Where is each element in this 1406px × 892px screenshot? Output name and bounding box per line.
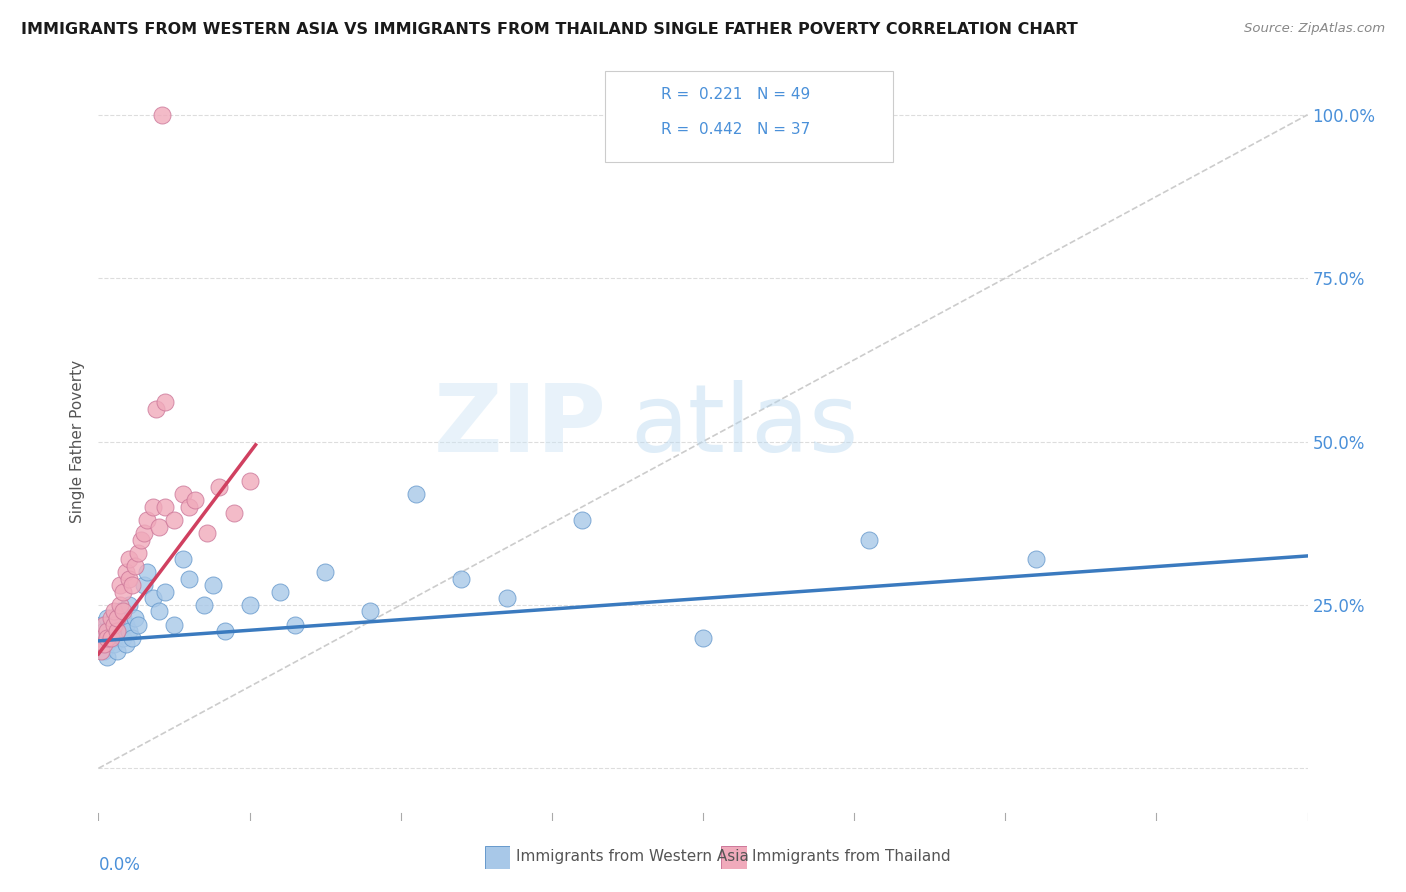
Point xyxy=(127,617,149,632)
Point xyxy=(184,493,207,508)
Point xyxy=(450,572,472,586)
Point xyxy=(239,598,262,612)
Point xyxy=(100,617,122,632)
Text: R =  0.442   N = 37: R = 0.442 N = 37 xyxy=(661,122,810,137)
Point xyxy=(314,566,336,580)
Point xyxy=(239,474,262,488)
Point xyxy=(96,624,118,639)
Point xyxy=(96,637,118,651)
Text: Immigrants from Western Asia: Immigrants from Western Asia xyxy=(516,849,749,863)
Point xyxy=(163,617,186,632)
Point xyxy=(163,513,186,527)
Point xyxy=(118,624,141,639)
Point xyxy=(93,617,115,632)
Point xyxy=(1024,552,1046,566)
Text: ZIP: ZIP xyxy=(433,380,606,473)
Point xyxy=(111,631,134,645)
Point xyxy=(108,624,131,639)
Point xyxy=(142,500,165,514)
Text: atlas: atlas xyxy=(630,380,859,473)
Point xyxy=(90,631,112,645)
Point xyxy=(105,617,128,632)
Text: Source: ZipAtlas.com: Source: ZipAtlas.com xyxy=(1244,22,1385,36)
Point xyxy=(100,624,122,639)
Point xyxy=(96,650,118,665)
Point xyxy=(111,605,134,619)
Point xyxy=(148,605,170,619)
Text: 0.0%: 0.0% xyxy=(98,856,141,874)
Point xyxy=(195,526,218,541)
Point xyxy=(103,617,125,632)
Point xyxy=(129,533,152,547)
Point xyxy=(495,591,517,606)
Point xyxy=(172,552,194,566)
Point xyxy=(114,566,136,580)
Point xyxy=(208,480,231,494)
Point xyxy=(103,637,125,651)
Point xyxy=(571,513,593,527)
Point xyxy=(142,591,165,606)
Point xyxy=(858,533,880,547)
Point xyxy=(90,643,112,657)
Point xyxy=(360,605,382,619)
Point xyxy=(103,605,125,619)
Point xyxy=(124,558,146,573)
Point xyxy=(118,552,141,566)
Point xyxy=(202,578,225,592)
Point xyxy=(124,611,146,625)
Point xyxy=(127,546,149,560)
Text: Immigrants from Thailand: Immigrants from Thailand xyxy=(752,849,950,863)
Point xyxy=(121,578,143,592)
Point xyxy=(96,631,118,645)
Text: IMMIGRANTS FROM WESTERN ASIA VS IMMIGRANTS FROM THAILAND SINGLE FATHER POVERTY C: IMMIGRANTS FROM WESTERN ASIA VS IMMIGRAN… xyxy=(21,22,1078,37)
Point xyxy=(118,598,141,612)
Point xyxy=(284,617,307,632)
Point xyxy=(135,513,157,527)
Point xyxy=(96,611,118,625)
Point xyxy=(111,611,134,625)
Point xyxy=(100,611,122,625)
Point xyxy=(153,500,176,514)
Point xyxy=(179,572,201,586)
Point xyxy=(114,637,136,651)
Point xyxy=(692,631,714,645)
Point xyxy=(153,395,176,409)
Point xyxy=(100,631,122,645)
Point xyxy=(179,500,201,514)
Point xyxy=(103,631,125,645)
Point xyxy=(269,585,291,599)
Point xyxy=(90,617,112,632)
Point xyxy=(93,637,115,651)
Point xyxy=(114,617,136,632)
Point xyxy=(145,401,167,416)
Y-axis label: Single Father Poverty: Single Father Poverty xyxy=(70,360,86,523)
Point xyxy=(135,566,157,580)
Point xyxy=(108,605,131,619)
Point xyxy=(111,585,134,599)
Point xyxy=(150,108,173,122)
Point xyxy=(108,598,131,612)
Point xyxy=(121,631,143,645)
Point xyxy=(193,598,215,612)
Point xyxy=(103,611,125,625)
Point xyxy=(148,519,170,533)
Text: R =  0.221   N = 49: R = 0.221 N = 49 xyxy=(661,87,810,102)
Point xyxy=(100,631,122,645)
Point xyxy=(105,624,128,639)
Point xyxy=(108,578,131,592)
Point xyxy=(153,585,176,599)
Point xyxy=(93,643,115,657)
Point xyxy=(93,624,115,639)
Point xyxy=(105,643,128,657)
Point xyxy=(132,578,155,592)
Point xyxy=(405,487,427,501)
Point xyxy=(132,526,155,541)
Point xyxy=(105,611,128,625)
Point xyxy=(224,507,246,521)
Point xyxy=(118,572,141,586)
Point xyxy=(214,624,236,639)
Point xyxy=(172,487,194,501)
Point xyxy=(90,631,112,645)
